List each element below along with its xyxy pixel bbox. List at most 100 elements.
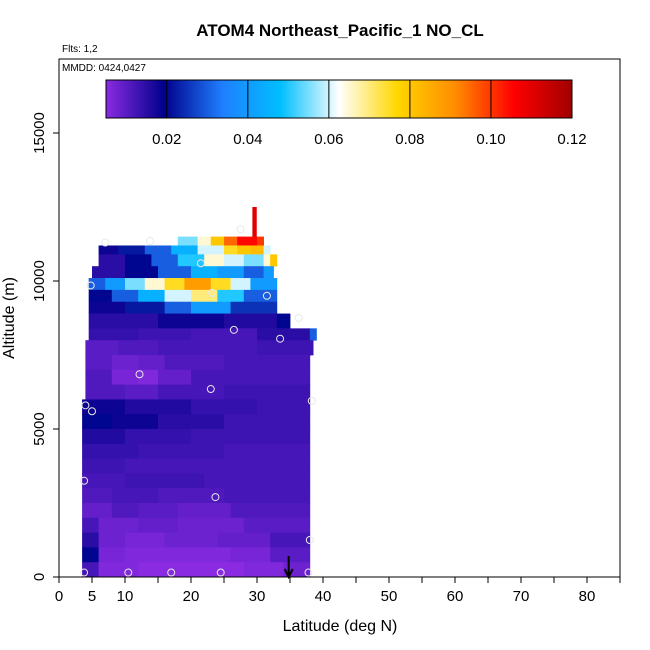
heatmap-cell (164, 301, 192, 314)
observation-point (304, 568, 313, 577)
heatmap-cell (263, 266, 274, 279)
observation-point (124, 568, 133, 577)
observation-point (80, 476, 89, 485)
heatmap-cell (82, 414, 113, 430)
heatmap-cell (111, 289, 139, 303)
x-tick-label: 5 (88, 588, 96, 605)
y-tick-label: 0 (31, 573, 48, 581)
heatmap-cell (210, 278, 231, 291)
heatmap-cell (243, 517, 311, 533)
heatmap-cell (85, 340, 119, 356)
heatmap-cell (191, 562, 245, 577)
colorbar-tick-label: 0.12 (557, 131, 586, 148)
heatmap-cell (138, 328, 192, 341)
observation-point (81, 401, 90, 410)
observation-point (88, 407, 96, 416)
y-tick-label: 5000 (31, 412, 48, 445)
heatmap-cell (88, 301, 126, 314)
heatmap-cell (105, 278, 126, 291)
heatmap-cell (250, 245, 264, 255)
observation-point (101, 238, 110, 247)
observation-point (206, 385, 215, 394)
colorbar-tick-label: 0.04 (233, 131, 262, 148)
colorbar-gradient (105, 79, 573, 119)
heatmap-cell (88, 328, 139, 341)
heatmap-cell (224, 236, 238, 246)
heatmap-cell (82, 488, 113, 504)
heatmap-cell (224, 245, 238, 255)
heatmap-cell (224, 414, 311, 430)
heatmap-cell (243, 266, 264, 279)
y-tick-label: 10000 (31, 260, 48, 302)
heatmap-cell (85, 384, 126, 400)
heatmap-cell (204, 254, 225, 267)
heatmap-cell (250, 278, 278, 291)
heatmap-cell (164, 289, 192, 303)
observation-point (216, 568, 225, 577)
heatmap-cell (138, 503, 179, 519)
heatmap-cell (191, 266, 218, 279)
heatmap-cell (98, 245, 119, 255)
heatmap-cell (88, 278, 106, 291)
heatmap-cell (191, 289, 218, 303)
heatmap-cell (204, 473, 311, 489)
heatmap-cell (158, 340, 205, 356)
heatmap-cell (138, 289, 165, 303)
heatmap-cell (125, 532, 165, 548)
heatmap-cell (111, 503, 139, 519)
heatmap-cell (98, 532, 126, 548)
heatmap-cell (158, 369, 192, 385)
observation-point (196, 259, 205, 268)
heatmap-cell (98, 562, 139, 577)
plot-frame (58, 58, 621, 578)
heatmap-cell (82, 503, 113, 519)
heatmap-cells (82, 207, 317, 577)
observation-point (229, 325, 238, 334)
heatmap-cell (243, 254, 264, 267)
heatmap-cell (230, 301, 278, 314)
heatmap-cell (191, 328, 258, 341)
heatmap-cell (125, 473, 205, 489)
colorbar-tick-label: 0.08 (395, 131, 424, 148)
heatmap-cell (82, 443, 139, 459)
heatmap-cell (82, 473, 126, 489)
observation-point (276, 334, 285, 343)
heatmap-cell (243, 289, 278, 303)
x-tick-label: 0 (55, 588, 63, 605)
heatmap-cell (82, 399, 126, 415)
observation-point (236, 225, 245, 234)
heatmap-cell (177, 547, 231, 563)
heatmap-cell (111, 355, 139, 371)
observation-point (211, 493, 220, 502)
heatmap-cell (164, 532, 218, 548)
heatmap-cell (138, 562, 192, 577)
heatmap-cell (177, 517, 245, 533)
heatmap-cell (230, 547, 271, 563)
colorbar-tick-label: 0.06 (314, 131, 343, 148)
heatmap-cell (237, 236, 258, 246)
heatmap-cell (125, 384, 159, 400)
heatmap-cell (82, 429, 126, 445)
observation-point (167, 568, 176, 577)
heatmap-cell (164, 355, 225, 371)
heatmap-cell (230, 278, 251, 291)
flights-annotation: Flts: 1,2 (62, 44, 98, 55)
observation-point (146, 237, 155, 246)
heatmap-cell (263, 245, 271, 255)
heatmap-cell (82, 517, 99, 533)
heatmap-cell (158, 384, 225, 400)
heatmap-cell (210, 236, 225, 246)
observation-point (80, 568, 89, 577)
chart-title: ATOM4 Northeast_Pacific_1 NO_CL (196, 21, 484, 40)
heatmap-cell (125, 458, 192, 474)
heatmap-cell (217, 289, 245, 303)
heatmap-cell (144, 245, 172, 255)
heatmap-cell (171, 245, 198, 255)
colorbar: 0.02 0.04 0.06 0.08 0.10 0.12 (105, 79, 587, 148)
heatmap-cell (224, 488, 311, 504)
heatmap-cell (191, 399, 258, 415)
x-tick-label: 80 (579, 588, 596, 605)
heatmap-cell (158, 313, 225, 329)
y-axis: 0 5000 10000 15000 (31, 112, 59, 581)
heatmap-cell (125, 254, 152, 267)
